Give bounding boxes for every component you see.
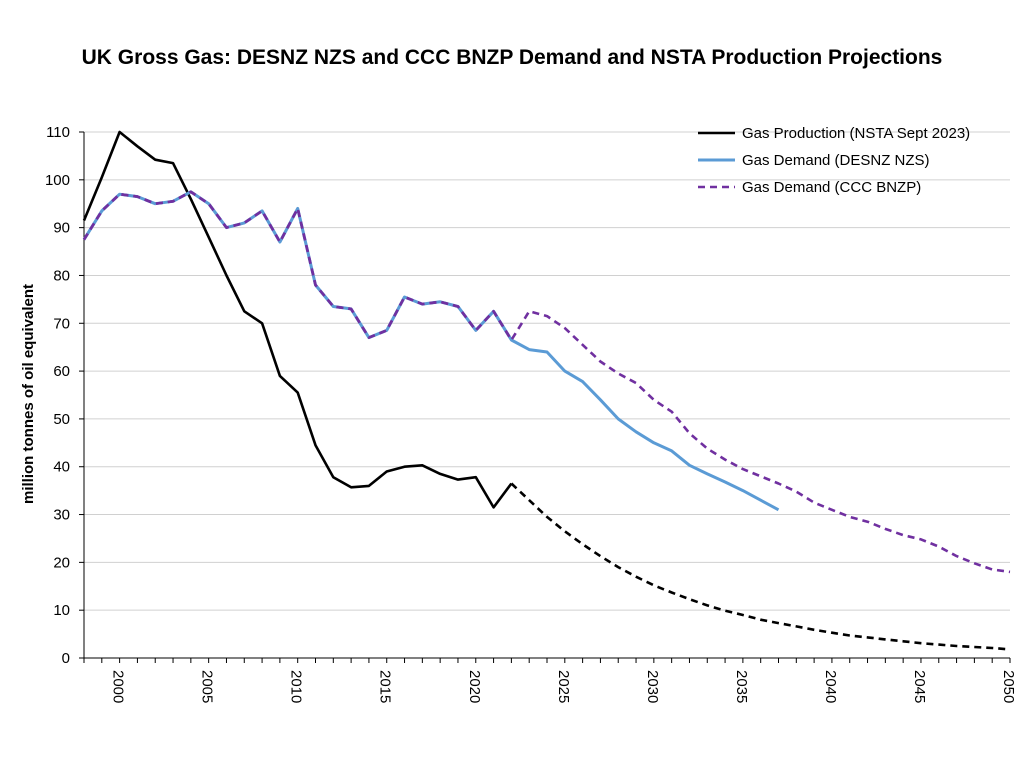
x-tick-label-2015: 2015 xyxy=(377,670,394,703)
x-tick-label-2040: 2040 xyxy=(822,670,839,703)
y-tick-label-80: 80 xyxy=(53,267,70,284)
x-tick-label-2010: 2010 xyxy=(288,670,305,703)
y-tick-label-70: 70 xyxy=(53,315,70,332)
y-tick-label-20: 20 xyxy=(53,554,70,571)
y-tick-label-110: 110 xyxy=(46,124,70,141)
legend-label-2: Gas Demand (CCC BNZP) xyxy=(742,179,921,196)
x-tick-label-2050: 2050 xyxy=(1000,670,1017,703)
series-lines xyxy=(82,130,1011,651)
legend-label-0: Gas Production (NSTA Sept 2023) xyxy=(742,125,970,142)
x-tick-label-2030: 2030 xyxy=(644,670,661,703)
x-axis-ticks: 2000 2005 2010 2015 2020 2025 2030 2035 2040 2045… xyxy=(83,658,1017,703)
y-tick-label-90: 90 xyxy=(53,220,70,237)
gridlines xyxy=(84,131,1010,611)
series-line-ccc-bnzp-overlay xyxy=(82,190,513,341)
series-line-production-projection xyxy=(510,482,1011,651)
chart-title: UK Gross Gas: DESNZ NZS and CCC BNZP Dem… xyxy=(81,46,943,69)
x-tick-label-2000: 2000 xyxy=(110,670,127,703)
y-tick-label-30: 30 xyxy=(53,507,70,524)
x-tick-label-2035: 2035 xyxy=(733,670,750,703)
y-axis-ticks: 0 10 20 30 40 50 60 70 80 90 100 110 xyxy=(45,124,84,667)
series-line-desnz-nzs-demand xyxy=(82,190,780,512)
y-tick-label-100: 100 xyxy=(45,172,70,189)
y-tick-label-0: 0 xyxy=(62,650,70,667)
y-tick-label-40: 40 xyxy=(53,459,70,476)
x-tick-label-2045: 2045 xyxy=(911,670,928,703)
legend-label-1: Gas Demand (DESNZ NZS) xyxy=(742,152,930,169)
y-tick-label-50: 50 xyxy=(53,411,70,428)
series-line-production-historic xyxy=(82,130,513,509)
y-tick-label-60: 60 xyxy=(53,363,70,380)
axes xyxy=(83,132,1010,659)
y-tick-label-10: 10 xyxy=(53,602,70,619)
legend: Gas Production (NSTA Sept 2023) Gas Deman… xyxy=(698,125,970,196)
x-tick-label-2020: 2020 xyxy=(466,670,483,703)
x-tick-label-2025: 2025 xyxy=(555,670,572,703)
y-axis-label: million tonnes of oil equivalent xyxy=(20,284,37,504)
x-tick-label-2005: 2005 xyxy=(199,670,216,703)
